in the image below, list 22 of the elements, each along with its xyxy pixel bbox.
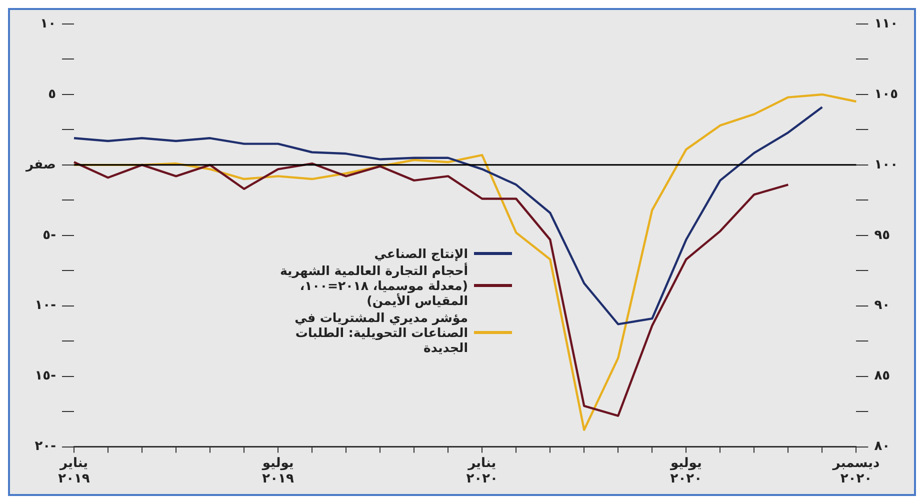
- legend-label: أحجام التجارة العالمية الشهرية (معدلة موسميا، ٢٠١٨=١٠٠، المقياس الأيمن): [278, 263, 468, 308]
- x-tick-label: يناير ٢٠٢٠: [466, 456, 498, 487]
- y-tick-label: ٥-: [42, 228, 56, 243]
- x-tick-label: يناير ٢٠١٩: [58, 456, 90, 487]
- y2-tick-label: ١٠٥: [874, 86, 898, 102]
- legend-label: مؤشر مديري المشتريات في الصناعات التحويلية: الطلبات الجديدة: [294, 310, 468, 355]
- y2-tick-label: ٨٥: [874, 368, 890, 384]
- y2-tick-label: ٩٠: [874, 298, 890, 314]
- y2-tick-label: ١١٠: [874, 16, 898, 32]
- y2-tick-label: ٨٠: [874, 439, 890, 454]
- y-tick-label: ٢٠-: [34, 439, 56, 454]
- x-tick-label: يوليو ٢٠١٩: [261, 456, 294, 487]
- y2-tick-label: ٩٥: [874, 228, 890, 243]
- y-tick-label: صفر: [24, 157, 56, 172]
- y-tick-label: ١٥-: [34, 368, 56, 384]
- y-tick-label: ٥: [48, 86, 56, 102]
- legend-label: الإنتاج الصناعي: [374, 246, 468, 261]
- y-tick-label: ١٠-: [34, 298, 56, 314]
- x-tick-label: يوليو ٢٠٢٠: [669, 456, 702, 487]
- x-tick-label: ديسمبر ٢٠٢٠: [832, 456, 880, 487]
- y-tick-label: ١٠: [40, 16, 56, 32]
- y2-tick-label: ١٠٠: [874, 157, 898, 172]
